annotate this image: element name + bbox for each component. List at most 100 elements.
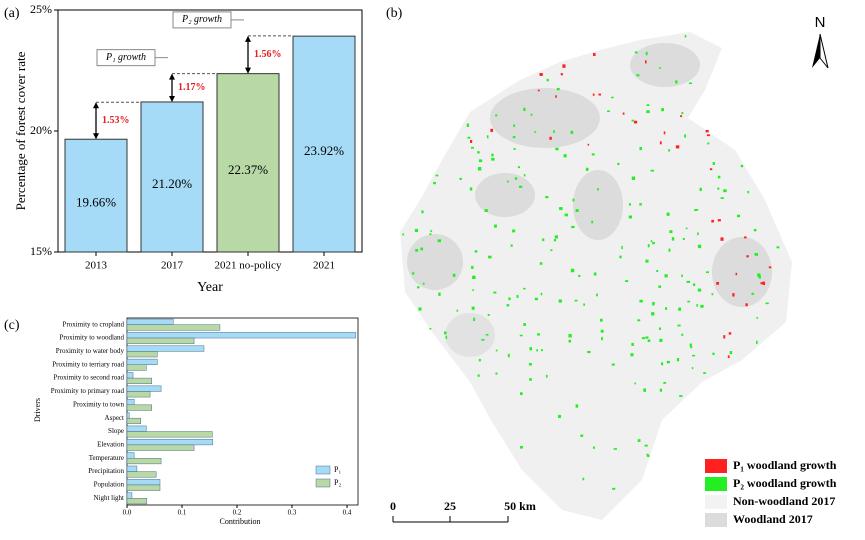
map-speck (666, 360, 670, 364)
map-speck (692, 354, 696, 357)
map-speck (682, 237, 685, 241)
map-speck (537, 89, 540, 92)
map-speck (756, 317, 759, 319)
map-speck (474, 250, 478, 253)
arrow-head (169, 73, 175, 80)
map-region (400, 32, 792, 520)
map-speck (523, 174, 526, 177)
map-speck (757, 273, 761, 277)
woodland-patch (445, 313, 495, 357)
map-speck (712, 162, 716, 165)
map-speck (760, 282, 763, 285)
map-speck (728, 332, 732, 335)
map-speck (429, 327, 432, 330)
map-speck (631, 119, 634, 122)
map-speck (607, 110, 610, 113)
map-speck (472, 275, 476, 279)
y-tick-label: Proximity to woodland (59, 334, 124, 342)
map-speck (540, 292, 543, 296)
map-speck (495, 114, 498, 117)
map-speck (700, 304, 704, 308)
map-speck (471, 265, 474, 269)
map-speck (518, 185, 523, 188)
map-speck (665, 307, 668, 310)
map-speck (529, 347, 533, 351)
map-speck (639, 146, 642, 151)
bar (126, 337, 195, 344)
map-speck (619, 255, 622, 259)
map-speck (643, 388, 647, 392)
map-speck (571, 225, 575, 229)
map-speck (540, 349, 543, 352)
map-speck (478, 358, 481, 362)
map-speck (753, 228, 757, 232)
map-speck (592, 446, 595, 449)
map-speck (478, 159, 483, 163)
legend-swatch (705, 459, 727, 473)
growth-label: 1.56% (254, 49, 282, 60)
y-tick-label: Temperature (89, 454, 124, 462)
map-speck (437, 239, 442, 243)
map-speck (592, 93, 595, 96)
map-speck (634, 51, 638, 54)
map-speck (536, 349, 539, 352)
map-speck (645, 60, 647, 64)
map-speck (659, 141, 662, 145)
scale-bar (392, 516, 509, 523)
y-tick-label: Proximity to water body (56, 347, 125, 355)
map-speck (717, 187, 720, 190)
map-speck (414, 228, 419, 233)
map-speck (528, 362, 532, 366)
map-speck (732, 293, 735, 297)
map-speck (611, 96, 614, 99)
bar (126, 324, 221, 331)
bar (126, 425, 147, 432)
bar (216, 73, 280, 253)
legend-swatch (705, 495, 727, 509)
bar (126, 412, 130, 419)
map-speck (517, 166, 521, 169)
map-speck (558, 414, 561, 419)
map-speck (467, 136, 471, 139)
bar (126, 439, 214, 446)
map-speck (613, 448, 617, 450)
map (400, 32, 792, 520)
map-speck (529, 378, 532, 381)
map-speck (523, 107, 526, 112)
map-speck (435, 174, 439, 177)
map-speck (513, 124, 516, 127)
map-speck (520, 392, 523, 396)
map-speck (555, 147, 559, 151)
x-tick-label: 0.2 (233, 509, 242, 517)
map-speck (572, 198, 575, 202)
map-speck (685, 227, 688, 230)
x-tick-label: 2013 (85, 260, 108, 272)
map-speck (472, 289, 474, 291)
scale-label: 25 (444, 499, 456, 513)
map-speck (570, 268, 575, 273)
map-speck (658, 327, 662, 330)
y-tick-label: Precipitation (88, 467, 124, 475)
map-speck (422, 282, 425, 285)
legend-label: P₁ woodland growth (733, 458, 837, 472)
map-speck (658, 285, 662, 288)
map-speck (539, 73, 543, 76)
x-tick-label: 0.0 (123, 509, 132, 517)
map-speck (575, 404, 579, 408)
bar (126, 465, 138, 472)
map-speck (433, 181, 436, 185)
map-speck (652, 241, 655, 245)
map-speck (530, 113, 533, 116)
arrow-head (93, 133, 99, 140)
map-speck (506, 180, 509, 183)
map-speck (639, 203, 642, 206)
map-speck (617, 162, 620, 166)
map-speck (679, 395, 683, 397)
value-label: 21.20% (152, 176, 192, 191)
map-speck (438, 292, 441, 296)
map-speck (705, 129, 709, 133)
map-speck (628, 203, 632, 206)
panel-label: (c) (4, 318, 20, 333)
map-speck (470, 146, 474, 149)
